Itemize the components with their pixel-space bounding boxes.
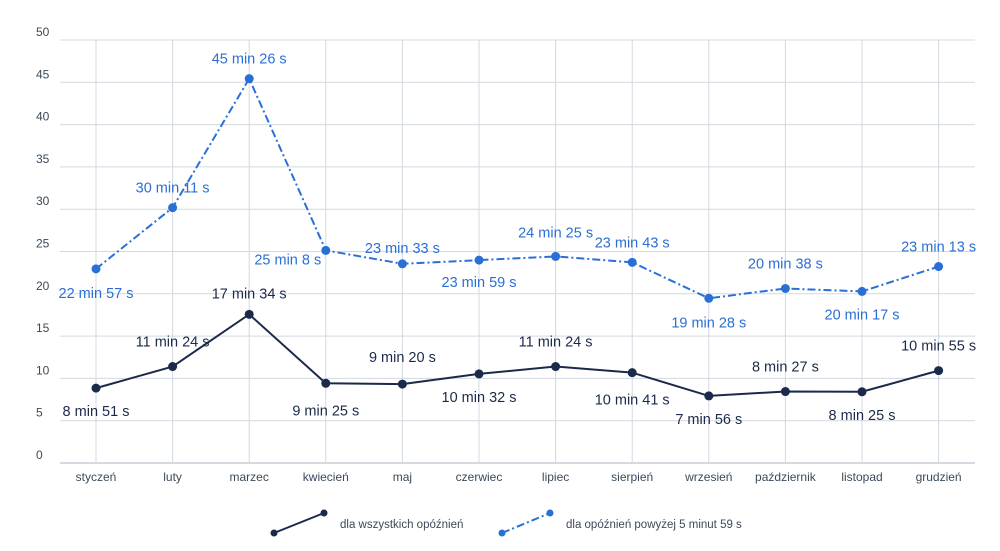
data-label: 11 min 24 s — [136, 335, 210, 351]
data-point — [934, 366, 944, 376]
y-tick-label: 15 — [36, 321, 50, 335]
data-label: 8 min 27 s — [752, 360, 819, 376]
y-tick-label: 50 — [36, 25, 50, 39]
data-point — [704, 293, 714, 303]
x-tick-label: czerwiec — [456, 470, 503, 484]
data-point — [627, 257, 637, 267]
data-label: 19 min 28 s — [671, 315, 746, 331]
data-point — [244, 74, 254, 84]
data-point — [780, 387, 790, 397]
grid-lines — [60, 39, 975, 464]
x-tick-label: maj — [393, 470, 412, 484]
data-point — [551, 362, 561, 372]
series-line — [95, 76, 939, 300]
data-label: 11 min 24 s — [519, 335, 593, 351]
data-label: 20 min 38 s — [748, 256, 823, 272]
data-point — [168, 203, 178, 213]
data-label: 23 min 13 s — [901, 240, 976, 256]
data-label: 22 min 57 s — [59, 286, 134, 302]
x-tick-label: listopad — [841, 470, 882, 484]
data-point — [321, 378, 331, 388]
x-tick-label: styczeń — [76, 470, 117, 484]
legend: dla wszystkich opóźnień dla opóźnień powy… — [270, 509, 742, 537]
x-tick-label: sierpień — [611, 470, 653, 484]
legend-marker — [270, 529, 278, 537]
data-point — [244, 309, 254, 319]
y-tick-label: 40 — [36, 110, 50, 124]
data-point — [551, 251, 561, 261]
data-label: 23 min 33 s — [365, 241, 440, 257]
data-point — [474, 255, 484, 265]
legend-item-1: dla wszystkich opóźnień — [270, 509, 463, 537]
data-point — [321, 245, 331, 255]
data-point — [474, 369, 484, 379]
data-label: 23 min 59 s — [442, 275, 517, 291]
data-point — [934, 262, 944, 272]
data-point — [397, 259, 407, 269]
data-label: 9 min 25 s — [292, 403, 359, 419]
data-point — [397, 379, 407, 389]
series-group: 8 min 51 s 11 min 24 s 17 min 34 s 9 min 25… — [59, 52, 977, 428]
y-tick-label: 45 — [36, 67, 50, 81]
x-tick-label: lipiec — [542, 470, 569, 484]
data-label: 25 min 8 s — [254, 252, 321, 268]
data-point — [91, 264, 101, 274]
legend-marker — [320, 509, 328, 517]
x-tick-label: luty — [163, 470, 182, 484]
data-point — [168, 362, 178, 372]
data-point — [91, 383, 101, 393]
y-tick-label: 35 — [36, 152, 50, 166]
data-label: 9 min 20 s — [369, 350, 436, 366]
data-label: 7 min 56 s — [675, 412, 742, 428]
data-label: 20 min 17 s — [825, 307, 900, 323]
y-tick-label: 0 — [36, 448, 43, 462]
legend-label: dla opóźnień powyżej 5 minut 59 s — [566, 519, 742, 531]
data-point — [857, 286, 867, 296]
series-1: 8 min 51 s 11 min 24 s 17 min 34 s 9 min 25… — [63, 286, 977, 428]
data-label: 10 min 32 s — [442, 390, 517, 406]
x-tick-label: marzec — [230, 470, 269, 484]
y-tick-label: 5 — [36, 406, 43, 420]
x-tick-label: październik — [755, 470, 817, 484]
data-label: 24 min 25 s — [518, 225, 593, 241]
legend-item-2: dla opóźnień powyżej 5 minut 59 s — [498, 509, 742, 537]
data-label: 8 min 25 s — [829, 408, 896, 424]
y-tick-label: 30 — [36, 194, 50, 208]
x-tick-label: wrzesień — [684, 470, 732, 484]
legend-line — [501, 512, 551, 534]
y-tick-label: 25 — [36, 237, 50, 251]
x-tick-label: grudzień — [916, 470, 962, 484]
data-label: 10 min 41 s — [595, 393, 670, 409]
x-axis-ticks: styczeń luty marzec kwiecień maj czerwiec lipi… — [76, 470, 962, 484]
legend-line — [273, 512, 325, 534]
data-label: 17 min 34 s — [212, 286, 287, 302]
series-2: 22 min 57 s 30 min 11 s 45 min 26 s 25 min … — [59, 52, 977, 332]
data-point — [627, 368, 637, 378]
legend-marker — [498, 529, 506, 537]
y-tick-label: 10 — [36, 363, 50, 377]
legend-marker — [546, 509, 554, 517]
x-tick-label: kwiecień — [303, 470, 349, 484]
data-label: 10 min 55 s — [901, 339, 976, 355]
y-axis-ticks: 0 5 10 15 20 25 30 35 40 45 50 — [36, 25, 50, 462]
data-label: 8 min 51 s — [63, 404, 130, 420]
data-label: 30 min 11 s — [136, 181, 210, 197]
y-tick-label: 20 — [36, 279, 50, 293]
data-point — [857, 387, 867, 397]
data-label: 23 min 43 s — [595, 235, 670, 251]
data-point — [780, 283, 790, 293]
series-line — [95, 313, 939, 397]
legend-label: dla wszystkich opóźnień — [340, 519, 463, 531]
data-label: 45 min 26 s — [212, 52, 287, 68]
data-point — [704, 391, 714, 401]
